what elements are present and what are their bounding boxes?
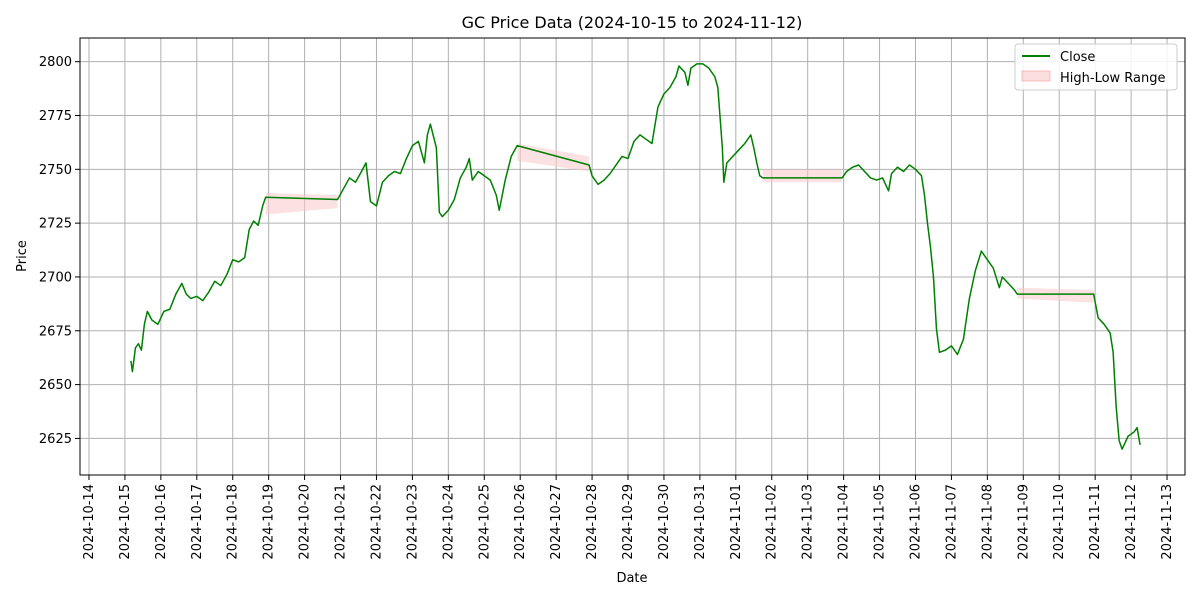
close-price-line	[130, 63, 1141, 450]
legend-box	[1014, 43, 1178, 91]
y-tick-label: 2650	[39, 378, 72, 393]
y-tick-label: 2800	[39, 55, 72, 70]
close-series	[130, 63, 1141, 450]
x-tick-label: 2024-11-11	[1088, 484, 1103, 560]
x-tick-label: 2024-11-04	[837, 484, 852, 560]
x-tick-label: 2024-10-24	[441, 484, 456, 560]
x-tick-label: 2024-10-21	[334, 484, 349, 560]
x-tick-label: 2024-10-29	[621, 484, 636, 560]
x-tick-label: 2024-10-25	[477, 484, 492, 560]
y-tick-label: 2675	[39, 324, 72, 339]
x-tick-label: 2024-10-15	[118, 484, 133, 560]
x-tick-label: 2024-11-13	[1160, 484, 1175, 560]
x-tick-label: 2024-10-14	[82, 484, 97, 560]
y-axis-label: Price	[15, 240, 30, 272]
plot-frame	[79, 37, 1186, 476]
x-tick-label: 2024-10-30	[657, 484, 672, 560]
x-tick-label: 2024-11-03	[801, 484, 816, 560]
high-low-range-band	[517, 143, 590, 172]
x-tick-label: 2024-10-27	[549, 484, 564, 560]
high-low-range-band	[1017, 287, 1094, 303]
y-axis: 2625 2650 2675 2700 2725 2750 2775 2800	[39, 55, 80, 447]
x-tick-label: 2024-11-10	[1052, 484, 1067, 560]
x-tick-label: 2024-10-22	[369, 484, 384, 560]
x-tick-label: 2024-10-23	[405, 484, 420, 560]
x-tick-label: 2024-10-31	[693, 484, 708, 560]
x-tick-label: 2024-11-09	[1016, 484, 1031, 560]
x-tick-label: 2024-10-28	[585, 484, 600, 560]
y-tick-label: 2700	[39, 270, 72, 285]
legend-close-label: Close	[1060, 50, 1095, 65]
x-tick-label: 2024-10-26	[513, 484, 528, 560]
x-axis-label: Date	[616, 571, 647, 586]
grid	[80, 38, 1185, 475]
legend-range-swatch	[1021, 70, 1051, 82]
x-tick-label: 2024-11-12	[1124, 484, 1139, 560]
x-tick-label: 2024-10-17	[190, 484, 205, 560]
chart-title: GC Price Data (2024-10-15 to 2024-11-12)	[462, 13, 803, 32]
x-tick-label: 2024-10-20	[298, 484, 313, 560]
y-tick-label: 2625	[39, 432, 72, 447]
legend: Close High-Low Range	[1014, 43, 1178, 91]
x-tick-label: 2024-11-06	[908, 484, 923, 560]
x-tick-label: 2024-10-16	[154, 484, 169, 560]
x-tick-label: 2024-11-05	[873, 484, 888, 560]
x-tick-label: 2024-11-01	[729, 484, 744, 560]
high-low-range-band	[265, 192, 338, 215]
x-tick-label: 2024-11-07	[944, 484, 959, 560]
high-low-range-band	[762, 169, 843, 183]
x-tick-label: 2024-10-19	[262, 484, 277, 560]
legend-range-label: High-Low Range	[1060, 71, 1166, 86]
x-axis: 2024-10-14 2024-10-15 2024-10-16 2024-10-17…	[82, 475, 1175, 560]
x-tick-label: 2024-11-02	[765, 484, 780, 560]
x-tick-label: 2024-11-08	[980, 484, 995, 560]
y-tick-label: 2725	[39, 217, 72, 232]
x-tick-label: 2024-10-18	[226, 484, 241, 560]
y-tick-label: 2750	[39, 163, 72, 178]
y-tick-label: 2775	[39, 109, 72, 124]
